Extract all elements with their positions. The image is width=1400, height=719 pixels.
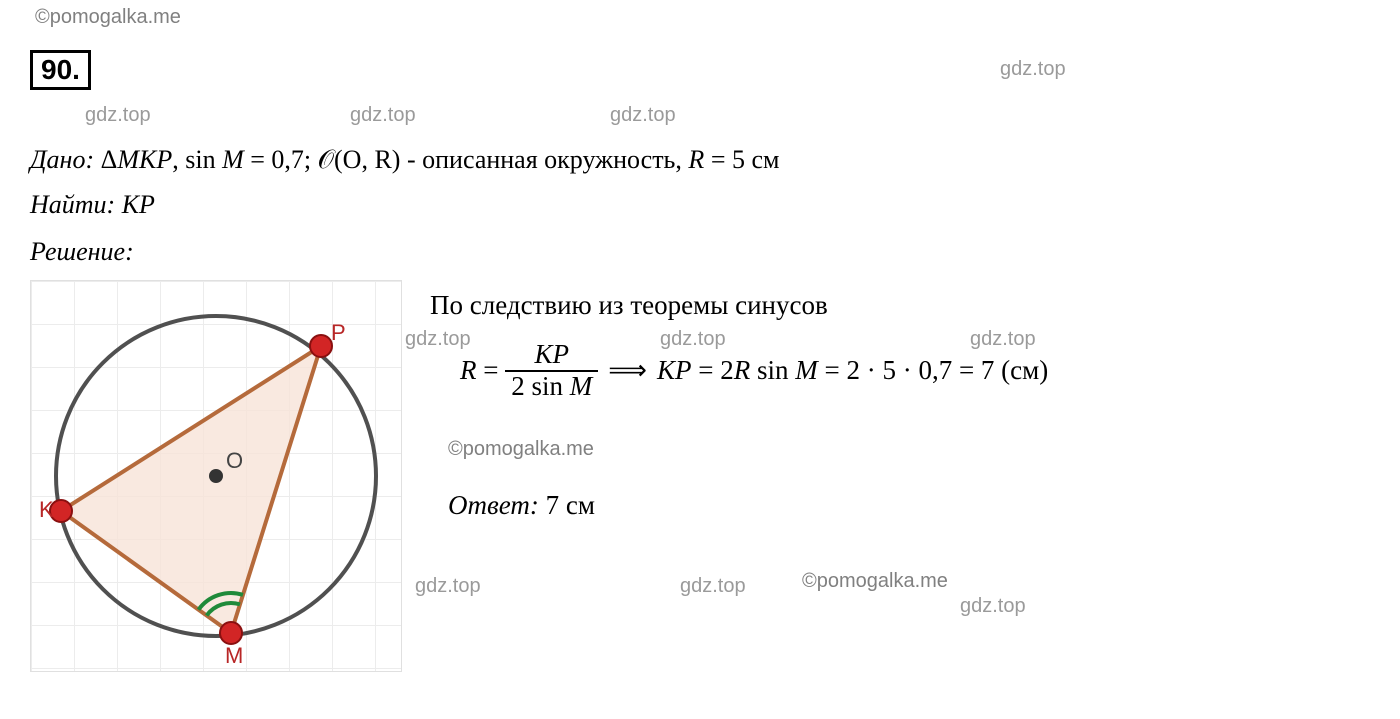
vertex-m	[220, 622, 242, 644]
find-line: Найти: KP	[30, 190, 155, 220]
given-label: Дано:	[30, 145, 94, 174]
solution-label: Решение:	[30, 237, 134, 267]
find-label: Найти:	[30, 190, 115, 219]
given-triangle: ΔMKP, sin M = 0,7;	[101, 145, 318, 174]
geometry-diagram: O K P M	[30, 280, 402, 672]
implies-arrow: ⟹	[608, 355, 647, 386]
vertex-label-p: P	[331, 320, 346, 345]
find-value: KP	[122, 190, 155, 219]
vertex-label-m: M	[225, 643, 243, 668]
watermark-pomogalka: ©pomogalka.me	[802, 570, 948, 593]
solution-lead: По следствию из теоремы синусов	[430, 290, 828, 321]
eq-fraction: KP 2 sin M	[505, 340, 598, 401]
vertex-p	[310, 335, 332, 357]
fraction-numerator: KP	[505, 340, 598, 370]
eq-left: R =	[460, 355, 505, 386]
watermark-gdz: gdz.top	[350, 104, 416, 127]
diagram-svg: O K P M	[31, 281, 401, 671]
watermark-gdz: gdz.top	[415, 575, 481, 598]
given-circle: 𝒪(O, R) - описанная окружность, R = 5 см	[318, 145, 780, 174]
watermark-gdz: gdz.top	[960, 595, 1026, 618]
answer-value: 7 см	[546, 490, 595, 520]
eq-right: KP = 2R sin M = 2 · 5 · 0,7 = 7 (см)	[657, 355, 1048, 386]
watermark-gdz: gdz.top	[85, 104, 151, 127]
watermark-gdz: gdz.top	[1000, 58, 1066, 81]
answer-label: Ответ:	[448, 490, 539, 520]
watermark-pomogalka: ©pomogalka.me	[448, 438, 594, 461]
answer-line: Ответ: 7 см	[448, 490, 595, 521]
fraction-denominator: 2 sin M	[505, 370, 598, 402]
watermark-gdz: gdz.top	[680, 575, 746, 598]
center-point-o	[209, 469, 223, 483]
given-line: Дано: ΔMKP, sin M = 0,7; 𝒪(O, R) - описа…	[30, 145, 779, 176]
solution-equation: R = KP 2 sin M ⟹ KP = 2R sin M = 2 · 5 ·…	[460, 340, 1048, 401]
watermark-gdz: gdz.top	[610, 104, 676, 127]
watermark-pomogalka: ©pomogalka.me	[35, 6, 181, 29]
triangle-kmp	[61, 346, 321, 633]
vertex-label-k: K	[39, 497, 54, 522]
problem-number: 90.	[30, 50, 91, 90]
center-label-o: O	[226, 448, 243, 473]
